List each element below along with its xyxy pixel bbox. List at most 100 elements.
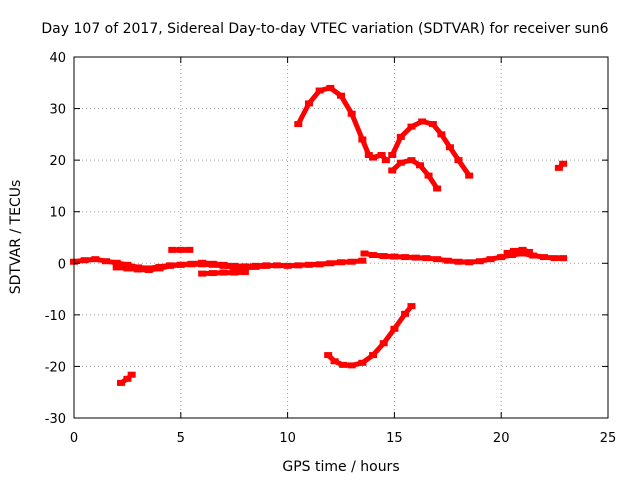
data-point [324,352,333,359]
data-point [445,144,454,151]
y-tick-label: 10 [49,206,66,221]
y-tick-label: 30 [49,103,66,118]
data-point [123,261,132,268]
data-point [388,151,397,158]
data-point [369,352,378,359]
data-point [407,157,416,164]
data-point [369,252,378,259]
data-point [396,159,405,166]
data-point [475,258,484,265]
series-arc-1 [112,257,367,273]
data-point [433,256,442,263]
series-line [325,303,414,368]
data-point [339,361,348,368]
data-point [240,269,249,276]
series-arc-7 [388,118,474,179]
data-point [123,375,132,382]
data-point [407,303,416,310]
data-point [437,131,446,138]
grid-lines [74,57,608,418]
series-arc-8 [388,157,442,192]
data-point [230,269,239,276]
data-point [369,154,378,161]
data-point [80,257,89,264]
data-point [347,362,356,369]
data-point [401,310,410,317]
data-point [168,246,177,253]
data-point [176,261,185,268]
data-point [381,157,390,164]
series-arc-6 [294,84,390,164]
plot-frame [73,56,609,419]
data-point [418,118,427,125]
x-tick-label: 0 [70,431,78,446]
data-point [428,121,437,128]
data-point [539,254,548,261]
data-point [134,266,143,273]
data-point [304,100,313,107]
data-point [465,172,474,179]
data-point [219,262,228,269]
data-point [524,248,533,255]
data-point [390,253,399,260]
data-point [554,164,563,171]
data-point [176,246,185,253]
series-arc-3 [168,246,194,253]
data-point [465,259,474,266]
data-point [518,250,527,257]
data-point [326,84,335,91]
series-arc-11 [116,371,136,386]
x-axis-label: GPS time / hours [282,459,399,475]
data-point [240,264,249,271]
data-point [112,259,121,266]
data-point [510,247,519,254]
data-point [91,256,100,263]
data-point [166,262,175,269]
data-point [330,358,339,365]
data-point [550,255,559,262]
data-point [422,255,431,262]
data-point [144,266,153,273]
data-point [454,157,463,164]
data-point [208,270,217,277]
data-point [116,379,125,386]
data-point [503,249,512,256]
data-point [360,250,369,257]
data-point [497,254,506,261]
data-point [388,167,397,174]
y-tick-label: 0 [58,257,66,272]
data-point [123,265,132,272]
data-point [127,371,136,378]
data-point [407,123,416,130]
data-point [262,262,271,269]
data-point [315,261,324,268]
y-tick-label: -30 [45,412,66,427]
data-point [358,257,367,264]
y-axis-label: SDTVAR / TECUs [8,180,24,295]
x-tick-label: 15 [386,431,403,446]
data-point [358,359,367,366]
series-arc-10 [324,303,416,369]
data-point [379,340,388,347]
data-point [396,133,405,140]
y-tick-label: 20 [49,154,66,169]
data-point [208,261,217,268]
series-line [389,119,472,179]
data-point [304,261,313,268]
x-tick-label: 20 [493,431,510,446]
data-point [294,262,303,269]
axis-ticks: 0 5 10 15 20 25 -30 -20 -10 0 10 20 30 40 [45,51,617,446]
data-point [433,185,442,192]
data-point [347,258,356,265]
series-arc-4 [360,250,568,266]
data-point [283,262,292,269]
y-tick-label: -10 [45,309,66,324]
x-tick-label: 10 [279,431,296,446]
data-point [326,260,335,267]
data-point [364,151,373,158]
data-point [230,264,239,271]
data-point [486,256,495,263]
x-tick-label: 5 [177,431,185,446]
data-point [358,136,367,143]
